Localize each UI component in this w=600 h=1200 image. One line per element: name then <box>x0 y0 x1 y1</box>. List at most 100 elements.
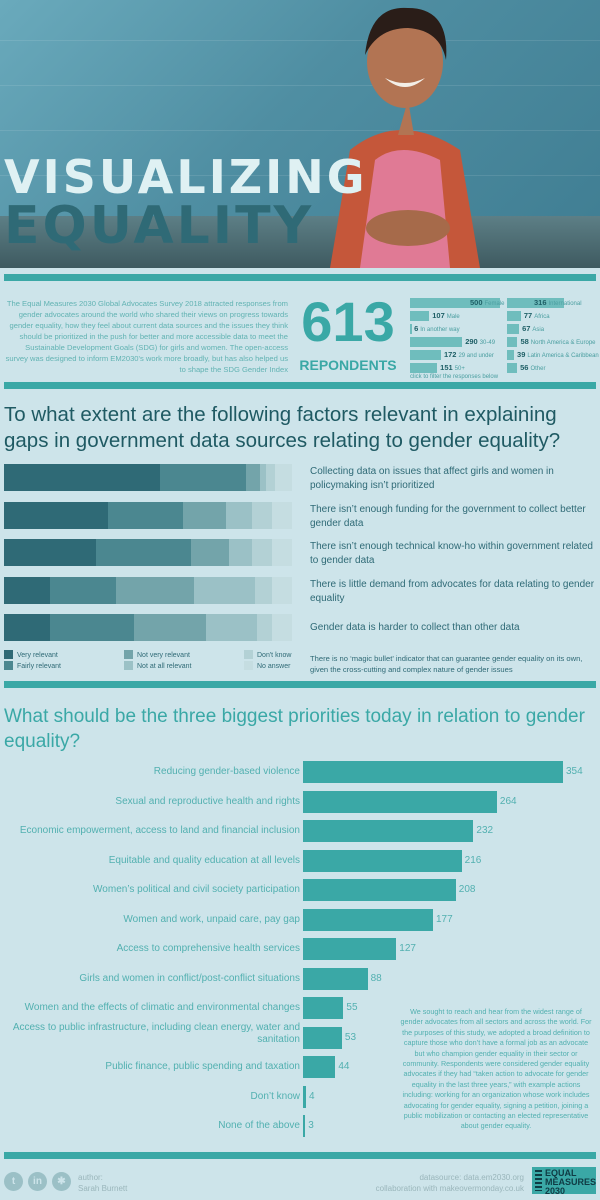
q2-bar[interactable] <box>303 908 433 931</box>
q1-legend-item[interactable]: Don't know <box>244 650 291 659</box>
q1-legend-item[interactable]: No answer <box>244 661 290 670</box>
q1-bar-segment[interactable] <box>228 539 252 566</box>
filter-bar[interactable] <box>507 363 518 373</box>
em2030-logo[interactable]: EQUAL MEASURES 2030 <box>532 1167 596 1196</box>
hero-floor <box>0 216 600 268</box>
divider-top <box>4 274 596 281</box>
filter-label[interactable]: 6 In another way <box>414 324 460 335</box>
filter-bar[interactable] <box>507 350 515 360</box>
q2-bar[interactable] <box>303 849 462 872</box>
q1-bar-segment[interactable] <box>4 576 51 604</box>
q2-bar[interactable] <box>303 938 397 960</box>
filter-bar[interactable] <box>507 324 520 334</box>
q1-bar-segment[interactable] <box>266 464 275 491</box>
q1-bar-segment[interactable] <box>191 539 229 566</box>
q1-bar-segment[interactable] <box>271 501 292 529</box>
filter-bar[interactable] <box>410 337 463 347</box>
q1-bar-segment[interactable] <box>205 614 258 641</box>
q2-bar[interactable] <box>303 820 474 842</box>
q1-bar-row <box>4 464 292 491</box>
q1-bar-segment[interactable] <box>182 501 226 529</box>
q1-bar-segment[interactable] <box>4 614 51 641</box>
q2-value-label: 88 <box>370 972 382 984</box>
q1-bar-segment[interactable] <box>271 576 292 604</box>
q2-bar[interactable] <box>303 790 497 813</box>
filter-label[interactable]: 316 International <box>534 298 582 309</box>
q1-bar-segment[interactable] <box>4 464 160 491</box>
filter-bar[interactable] <box>507 337 518 347</box>
q1-bar-segment[interactable] <box>254 576 272 604</box>
q2-title: What should be the three biggest priorit… <box>4 706 585 752</box>
q2-bar[interactable] <box>303 879 456 901</box>
filter-bar[interactable] <box>410 363 438 373</box>
q1-legend-item[interactable]: Fairly relevant <box>4 661 61 670</box>
filter-label[interactable]: 58 North America & Europe <box>520 337 595 348</box>
filter-value: 107 <box>432 311 445 320</box>
filter-label[interactable]: 56 Other <box>520 363 545 374</box>
filter-label[interactable]: 172 29 and under <box>444 350 494 361</box>
q1-bar-segment[interactable] <box>260 464 267 491</box>
filter-bar[interactable] <box>507 311 521 321</box>
filter-label[interactable]: 107 Male <box>432 311 460 322</box>
q2-value-label: 3 <box>308 1120 314 1131</box>
filter-label[interactable]: 500 Female <box>470 298 505 309</box>
q1-bar-segment[interactable] <box>4 539 97 566</box>
linkedin-icon[interactable]: in <box>28 1172 47 1191</box>
q2-bar[interactable] <box>303 1056 336 1078</box>
q2-value-label: 44 <box>338 1061 350 1072</box>
filter-value: 172 <box>443 350 457 359</box>
filter-bar[interactable] <box>410 324 412 334</box>
q1-bar-segment[interactable] <box>245 464 261 491</box>
q2-category-label: None of the above <box>218 1120 300 1131</box>
q2-value-label: 53 <box>344 1031 357 1043</box>
filter-label[interactable]: 39 Latin America & Caribbean <box>517 350 599 361</box>
q1-bar-segment[interactable] <box>107 501 183 529</box>
globe-icon[interactable]: ✱ <box>52 1172 71 1191</box>
divider-q1 <box>4 681 596 688</box>
filter-bar[interactable] <box>410 311 430 321</box>
q1-bar-segment[interactable] <box>159 464 246 491</box>
datasource-link[interactable]: datasource: data.em2030.org <box>419 1173 524 1182</box>
filter-label[interactable]: 151 50+ <box>440 363 465 374</box>
q1-title: To what extent are the following factors… <box>4 403 561 452</box>
q1-legend-item[interactable]: Very relevant <box>4 650 58 659</box>
q1-bar-segment[interactable] <box>133 614 206 641</box>
filter-label[interactable]: 77 Africa <box>524 311 550 322</box>
q1-legend-item[interactable]: Not at all relevant <box>124 661 191 670</box>
q2-bar[interactable] <box>303 1026 342 1049</box>
q1-bar-segment[interactable] <box>4 501 108 529</box>
q1-bar-segment[interactable] <box>257 614 272 641</box>
q1-bar-row <box>4 501 292 529</box>
q1-bar-segment[interactable] <box>251 501 272 529</box>
q2-bar[interactable] <box>303 967 368 990</box>
q2-bar[interactable] <box>303 1115 306 1137</box>
filter-bar[interactable] <box>410 298 500 308</box>
q2-bar[interactable] <box>303 997 344 1019</box>
q1-bar-segment[interactable] <box>50 614 134 641</box>
legend-label: Not very relevant <box>137 652 190 659</box>
q1-legend-item[interactable]: Not very relevant <box>124 650 190 659</box>
q1-bar-segment[interactable] <box>274 464 292 491</box>
q2-bar[interactable] <box>303 761 563 783</box>
q1-bar-segment[interactable] <box>225 501 252 529</box>
q1-bar-segment[interactable] <box>251 539 272 566</box>
q1-bar-segment[interactable] <box>96 539 192 566</box>
filter-label[interactable]: 290 30-49 <box>465 337 495 348</box>
q1-bar-segment[interactable] <box>271 539 292 566</box>
twitter-icon[interactable]: t <box>4 1172 23 1191</box>
filter-bar[interactable] <box>410 350 441 360</box>
q1-bar-segment[interactable] <box>194 576 255 604</box>
q1-category-label: Gender data is harder to collect than ot… <box>310 622 520 633</box>
q1-bar-segment[interactable] <box>116 576 195 604</box>
q1-bar-segment[interactable] <box>271 614 292 641</box>
woman-photo-illustration <box>330 7 480 268</box>
filter-bar[interactable] <box>507 298 564 308</box>
q2-bar[interactable] <box>303 1085 306 1108</box>
q1-bar-segment[interactable] <box>50 576 117 604</box>
filter-label[interactable]: 67 Asia <box>522 324 544 335</box>
q2-value-label: 216 <box>464 854 482 866</box>
q1-category-label: There is little demand from advocates fo… <box>310 578 595 604</box>
collaboration-link[interactable]: collaboration with makeovermonday.co.uk <box>375 1184 524 1193</box>
divider-intro <box>4 382 596 389</box>
filter-value: 290 <box>465 337 478 346</box>
